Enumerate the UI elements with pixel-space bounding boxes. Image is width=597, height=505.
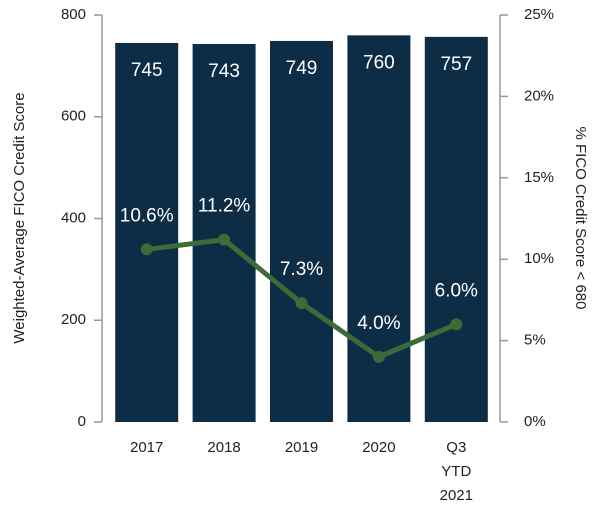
y-tick-label: 800 xyxy=(61,6,86,23)
y2-axis-title: % FICO Credit Score < 680 xyxy=(572,127,589,310)
line-label: 4.0% xyxy=(357,313,400,334)
bar-label: 749 xyxy=(286,58,318,79)
bar xyxy=(270,40,333,422)
line-label: 11.2% xyxy=(198,196,251,217)
bar xyxy=(192,43,256,422)
bar xyxy=(115,42,179,422)
bar xyxy=(424,36,488,422)
bar xyxy=(347,35,411,422)
y-axis-title: Weighted-Average FICO Credit Score xyxy=(11,92,28,343)
line-point xyxy=(372,350,385,363)
line-point xyxy=(295,297,308,310)
x-tick-label: 2020 xyxy=(362,439,395,456)
line-label: 10.6% xyxy=(120,205,174,226)
line-point xyxy=(140,243,153,256)
line-point xyxy=(450,318,463,331)
y2-tick-label: 25% xyxy=(524,6,554,23)
y2-tick-label: 10% xyxy=(524,250,554,267)
x-tick-label: 2019 xyxy=(285,439,318,456)
y2-tick-label: 0% xyxy=(524,413,546,430)
y-tick-label: 400 xyxy=(61,209,86,226)
bar-label: 743 xyxy=(208,61,240,82)
x-tick-label: 2018 xyxy=(207,439,240,456)
y-tick-label: 600 xyxy=(61,108,86,125)
y-tick-label: 0 xyxy=(78,413,86,430)
line-label: 7.3% xyxy=(280,259,323,280)
bar-label: 760 xyxy=(363,52,395,73)
bar-label: 745 xyxy=(131,60,163,81)
line-point xyxy=(218,233,231,246)
y-tick-label: 200 xyxy=(61,311,86,328)
x-tick-label: 2017 xyxy=(130,439,163,456)
line-label: 6.0% xyxy=(435,280,478,301)
y2-tick-label: 5% xyxy=(524,332,546,349)
x-tick-label: Q3 YTD 2021 xyxy=(440,439,473,504)
y2-tick-label: 20% xyxy=(524,87,554,104)
bar-label: 757 xyxy=(440,54,472,75)
y2-tick-label: 15% xyxy=(524,169,554,186)
